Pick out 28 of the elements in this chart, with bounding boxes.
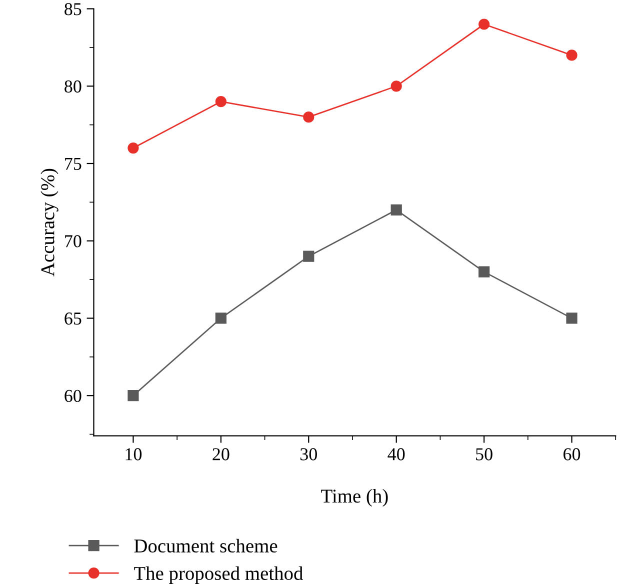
point	[390, 80, 402, 92]
y-tick-label: 80	[64, 80, 82, 93]
y-tick-label: 65	[64, 312, 82, 325]
x-tick-label: 40	[388, 448, 405, 460]
point	[215, 312, 226, 324]
legend-label: The proposed method	[134, 566, 303, 584]
x-tick-label: 60	[564, 448, 580, 460]
point	[128, 390, 139, 402]
y-tick-label: 70	[65, 235, 82, 248]
point	[215, 96, 226, 108]
x-tick-label: 50	[476, 448, 492, 460]
x-tick-label: 20	[212, 448, 230, 460]
point	[478, 266, 490, 278]
point	[478, 18, 490, 30]
point	[128, 142, 139, 154]
point	[566, 312, 578, 324]
x-tick-label: 10	[126, 448, 142, 460]
legend-label: Document scheme	[134, 538, 278, 553]
x-tick-label: 30	[300, 448, 317, 460]
y-tick-label: 75	[65, 158, 82, 170]
point	[566, 50, 578, 61]
point	[303, 250, 314, 262]
y-axis-title: Accuracy (%)	[40, 168, 58, 276]
x-axis-title: Time (h)	[321, 489, 388, 507]
point	[303, 112, 314, 123]
y-tick-label: 60	[64, 390, 82, 402]
point	[390, 204, 402, 216]
y-tick-label: 85	[64, 3, 82, 16]
